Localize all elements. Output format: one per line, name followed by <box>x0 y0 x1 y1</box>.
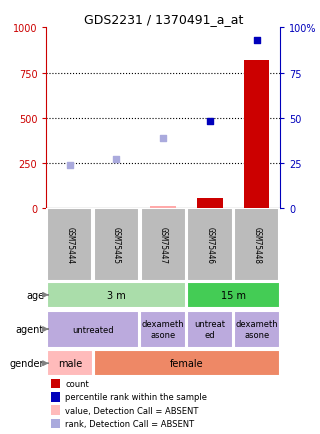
Text: female: female <box>170 358 204 368</box>
Bar <box>187 311 233 348</box>
Bar <box>234 311 280 348</box>
Bar <box>94 209 139 281</box>
Bar <box>51 379 60 388</box>
Bar <box>47 282 186 308</box>
Bar <box>244 61 269 209</box>
Text: 15 m: 15 m <box>221 290 246 300</box>
Text: percentile rank within the sample: percentile rank within the sample <box>65 392 207 401</box>
Bar <box>150 207 176 209</box>
Text: count: count <box>65 379 89 388</box>
Bar <box>140 311 186 348</box>
Text: untreat
ed: untreat ed <box>195 319 225 339</box>
Text: agent: agent <box>16 324 44 334</box>
Bar <box>234 209 279 281</box>
Bar <box>93 351 280 376</box>
Text: GSM75448: GSM75448 <box>252 227 261 263</box>
Text: age: age <box>26 290 44 300</box>
Bar <box>187 282 280 308</box>
Point <box>254 37 259 44</box>
Bar <box>51 392 60 401</box>
Bar <box>47 311 140 348</box>
Point <box>67 162 72 169</box>
Text: value, Detection Call = ABSENT: value, Detection Call = ABSENT <box>65 406 198 414</box>
Title: GDS2231 / 1370491_a_at: GDS2231 / 1370491_a_at <box>84 13 243 26</box>
Text: GSM75447: GSM75447 <box>159 227 168 263</box>
Bar <box>51 418 60 427</box>
Point <box>161 135 166 142</box>
Text: gender: gender <box>10 358 44 368</box>
Bar <box>104 208 129 209</box>
Bar <box>47 351 93 376</box>
Text: GSM75445: GSM75445 <box>112 227 121 263</box>
Text: GSM75444: GSM75444 <box>65 227 74 263</box>
Text: dexameth
asone: dexameth asone <box>235 319 278 339</box>
Bar <box>187 209 233 281</box>
Bar <box>51 405 60 414</box>
Point <box>114 157 119 164</box>
Point <box>207 118 212 125</box>
Bar <box>47 209 92 281</box>
Bar <box>140 209 186 281</box>
Text: rank, Detection Call = ABSENT: rank, Detection Call = ABSENT <box>65 419 194 427</box>
Text: male: male <box>58 358 82 368</box>
Bar <box>197 199 223 209</box>
Text: dexameth
asone: dexameth asone <box>142 319 185 339</box>
Text: untreated: untreated <box>72 325 114 334</box>
Text: GSM75446: GSM75446 <box>205 227 214 263</box>
Bar <box>57 208 83 209</box>
Text: 3 m: 3 m <box>107 290 126 300</box>
